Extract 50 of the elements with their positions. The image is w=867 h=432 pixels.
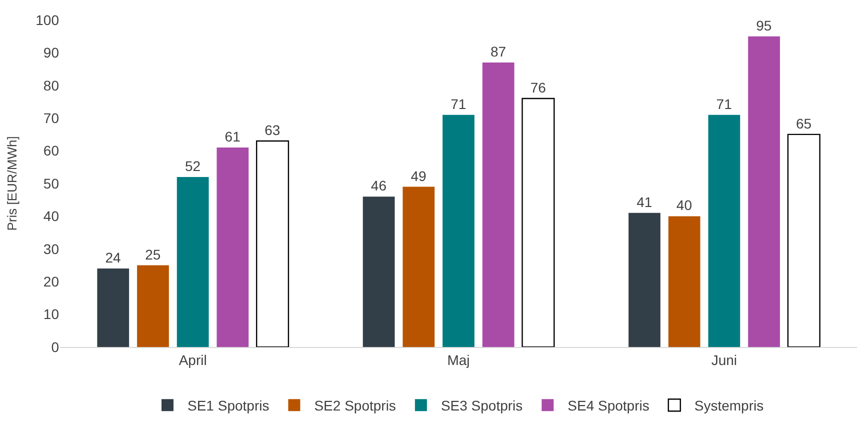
y-tick-label: 90	[43, 44, 60, 61]
y-tick-label: 40	[43, 208, 60, 224]
data-label: 71	[716, 96, 732, 112]
bar	[668, 216, 700, 347]
bar	[628, 212, 660, 347]
data-label: 95	[756, 17, 772, 34]
data-label: 71	[450, 96, 466, 112]
data-label: 76	[530, 79, 546, 96]
data-label: 52	[184, 158, 201, 174]
y-tick-label: 0	[51, 338, 60, 355]
bar	[362, 196, 395, 347]
data-label: 61	[224, 128, 241, 145]
bar	[402, 186, 435, 347]
data-label: 65	[796, 115, 812, 132]
y-tick-label: 20	[43, 274, 60, 290]
y-axis-title: Pris [EUR/MWh]	[4, 136, 20, 231]
y-tick-label: 50	[43, 175, 60, 192]
data-label: 63	[264, 122, 280, 138]
y-tick-label: 30	[43, 240, 60, 257]
data-label: 49	[410, 168, 427, 184]
bar	[522, 98, 555, 347]
bar	[256, 140, 290, 347]
data-label: 46	[370, 178, 387, 194]
legend-label: SE4 Spotpris	[568, 398, 650, 414]
data-label: 24	[105, 250, 122, 266]
x-tick-label: Maj	[447, 352, 470, 368]
legend-label: SE2 Spotpris	[314, 398, 396, 414]
data-label: 40	[676, 197, 692, 214]
legend-label: Systempris	[694, 398, 764, 414]
bar	[708, 114, 740, 347]
legend-label: SE3 Spotpris	[440, 398, 523, 414]
y-tick-label: 100	[36, 12, 60, 28]
bar	[787, 134, 820, 347]
bar	[216, 148, 249, 347]
x-tick-label: Juni	[711, 352, 738, 368]
bar	[97, 268, 130, 347]
data-label: 41	[636, 194, 652, 210]
bar	[748, 36, 780, 347]
data-label: 87	[490, 44, 506, 60]
data-label: 25	[145, 246, 161, 262]
legend-label: SE1 Spotpris	[188, 398, 270, 414]
bar	[442, 114, 474, 347]
bar	[482, 62, 514, 347]
y-tick-label: 60	[43, 142, 60, 159]
x-tick-label: April	[178, 352, 207, 368]
y-tick-label: 80	[43, 77, 60, 94]
bar	[176, 176, 209, 347]
y-tick-label: 70	[43, 110, 60, 126]
y-tick-label: 10	[43, 306, 60, 322]
bar	[137, 265, 169, 347]
